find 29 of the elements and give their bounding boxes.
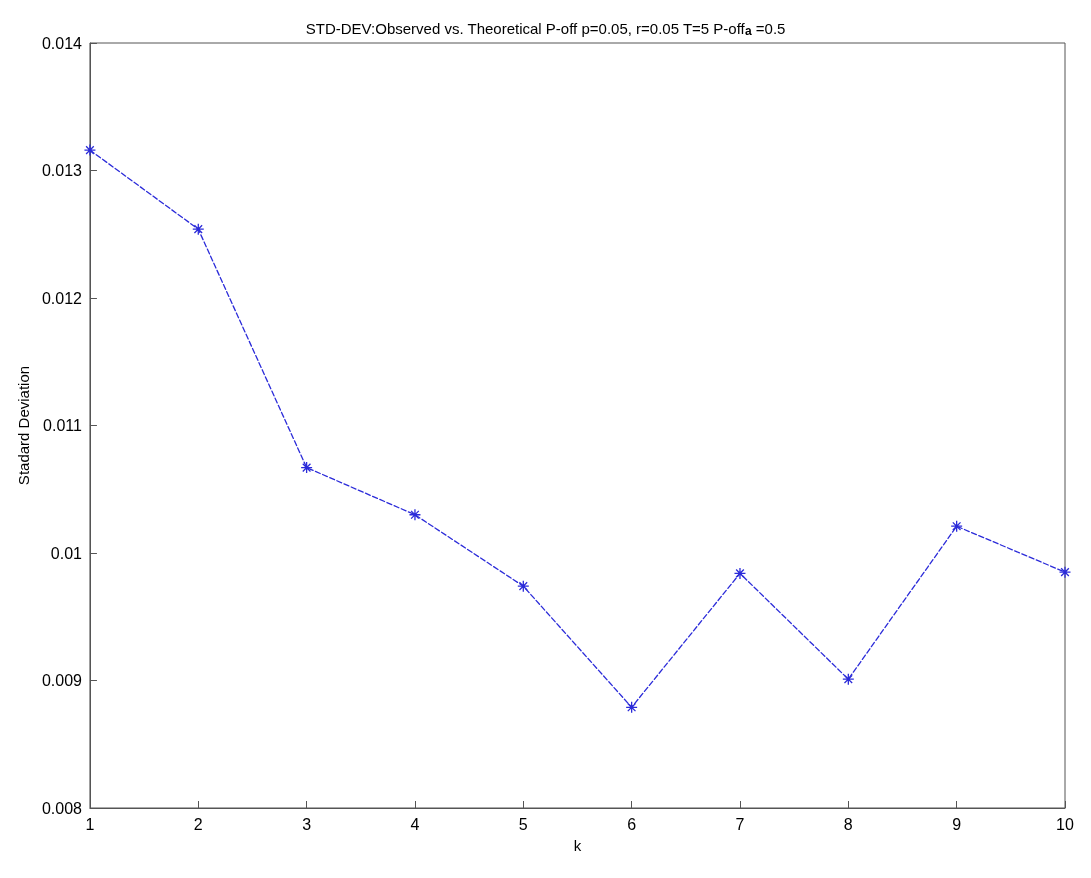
x-tick-label: 7 — [735, 815, 745, 833]
y-tick-label: 0.012 — [41, 289, 83, 307]
point — [300, 461, 313, 474]
x-axis-title: k — [573, 837, 582, 854]
point — [1058, 565, 1072, 579]
x-tick-label: 3 — [302, 815, 312, 833]
x-tick-label: 4 — [410, 815, 420, 833]
point — [83, 143, 97, 157]
x-tick-label: 1 — [85, 815, 95, 833]
point — [517, 580, 530, 593]
point — [950, 520, 963, 533]
point — [733, 567, 747, 580]
x-tick-label: 2 — [193, 815, 203, 833]
y-tick-label: 0.008 — [41, 799, 83, 817]
x-tick-label: 5 — [518, 815, 528, 833]
x-tick-label: 6 — [627, 815, 637, 833]
y-tick-label: 0.011 — [43, 417, 83, 434]
point — [842, 673, 855, 686]
point — [408, 508, 422, 521]
point — [625, 701, 638, 714]
y-tick-label: 0.009 — [41, 672, 83, 689]
y-tick-label: 0.014 — [41, 34, 83, 52]
y-tick-label: 0.013 — [41, 162, 83, 179]
y-axis-title: Stadard Deviation — [15, 365, 32, 486]
point — [192, 223, 205, 236]
x-tick-label: 9 — [952, 815, 962, 833]
x-tick-label: 10 — [1056, 815, 1074, 833]
x-tick-label: 8 — [843, 815, 853, 833]
y-tick-label: 0.01 — [50, 544, 83, 562]
